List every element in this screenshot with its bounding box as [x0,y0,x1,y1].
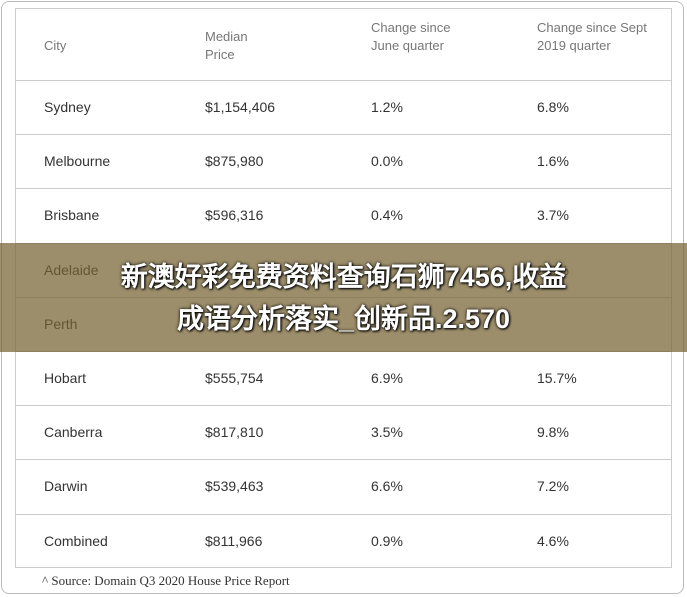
table-cell: $811,966 [205,532,263,549]
table-cell: Melbourne [44,153,111,170]
table-cell: 6.9% [371,370,403,386]
table-cell: 0.0% [371,153,403,170]
table-cell: Darwin [44,478,88,495]
table-cell: 15.7% [537,370,577,386]
table-cell: Brisbane [44,207,100,224]
table-cell: Canberra [44,424,103,441]
table-cell: 0.4% [371,207,403,224]
table-cell: Combined [44,532,108,549]
banner-line: 新澳好彩免费资料查询石狮7456,收益 [120,261,567,292]
table-cell: $539,463 [205,478,264,495]
table-cell: Hobart [44,370,87,386]
table-cell: 1.2% [371,99,403,115]
table-cell: 7.2% [537,478,569,495]
table-cell: $555,754 [205,370,264,386]
row-divider [16,405,671,407]
table-cell: $875,980 [205,153,264,170]
table-cell: $1,154,406 [205,99,276,115]
row-divider [16,188,671,190]
header-cell: City [44,38,67,53]
row-divider [16,134,671,136]
table-cell: Sydney [44,99,91,115]
header-cell: Change since Sept 2019 quarter [537,20,647,53]
table-cell: 3.5% [371,424,403,441]
table-cell: $817,810 [205,424,264,441]
table-cell: 3.7% [537,207,569,224]
table-cell: 0.9% [371,532,403,549]
header-cell: Median Price [205,29,248,62]
table-cell: 1.6% [537,153,569,170]
header-cell: Change since June quarter [371,20,451,53]
table-cell: 4.6% [537,532,569,549]
overlay-banner: 新澳好彩免费资料查询石狮7456,收益 成语分析落实_创新品.2.570 [0,243,687,352]
row-divider [16,513,671,515]
table-cell: $596,316 [205,207,264,224]
table-cell: 6.6% [371,478,403,495]
row-divider [16,459,671,461]
table-cell: 9.8% [537,424,569,441]
row-divider [16,80,671,81]
source-note: ^ Source: Domain Q3 2020 House Price Rep… [42,573,290,588]
banner-line: 成语分析落实_创新品.2.570 [176,303,511,334]
table-cell: 6.8% [537,99,569,115]
